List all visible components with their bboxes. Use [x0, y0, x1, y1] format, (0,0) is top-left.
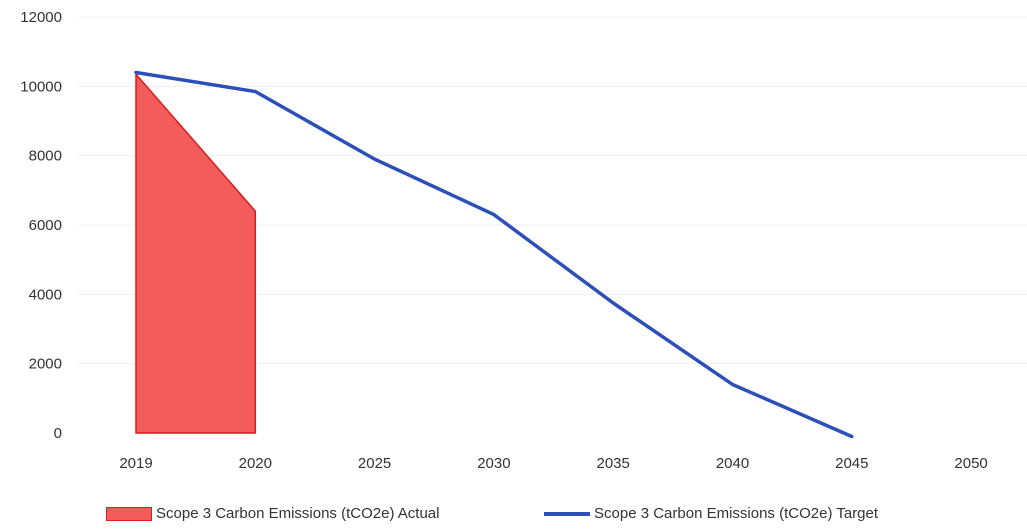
- legend-swatch-target: [544, 511, 590, 516]
- legend: Scope 3 Carbon Emissions (tCO2e) Actual …: [0, 505, 1027, 530]
- y-tick-label: 12000: [20, 9, 62, 26]
- y-axis-ticks: 0 2000 4000 6000 8000 10000 12000: [20, 9, 62, 442]
- legend-item-target: Scope 3 Carbon Emissions (tCO2e) Target: [544, 505, 878, 522]
- legend-swatch-actual: [106, 506, 152, 521]
- x-tick-label: 2035: [597, 455, 630, 472]
- y-tick-label: 2000: [29, 356, 62, 373]
- x-tick-label: 2030: [477, 455, 510, 472]
- x-tick-label: 2020: [239, 455, 272, 472]
- series-marks: [134, 70, 854, 439]
- legend-label-actual: Scope 3 Carbon Emissions (tCO2e) Actual: [156, 505, 440, 522]
- x-tick-label: 2050: [954, 455, 987, 472]
- y-tick-label: 6000: [29, 217, 62, 234]
- series-area-actual: [135, 72, 257, 434]
- x-tick-label: 2040: [716, 455, 749, 472]
- x-tick-label: 2025: [358, 455, 391, 472]
- x-tick-label: 2019: [119, 455, 152, 472]
- series-line-target: [134, 70, 854, 439]
- y-tick-label: 8000: [29, 148, 62, 165]
- x-tick-label: 2045: [835, 455, 868, 472]
- x-axis-ticks: 2019 2020 2025 2030 2035 2040 2045 2050: [119, 455, 987, 472]
- legend-label-target: Scope 3 Carbon Emissions (tCO2e) Target: [594, 505, 879, 522]
- y-tick-label: 0: [54, 425, 62, 442]
- y-tick-label: 10000: [20, 78, 62, 95]
- chart-plot: 0 2000 4000 6000 8000 10000 12000 2019 2020 2025…: [20, 9, 1027, 472]
- y-tick-label: 4000: [29, 286, 62, 303]
- legend-item-actual: Scope 3 Carbon Emissions (tCO2e) Actual: [106, 505, 439, 522]
